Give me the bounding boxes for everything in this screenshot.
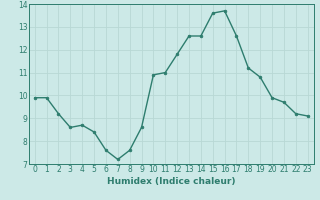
X-axis label: Humidex (Indice chaleur): Humidex (Indice chaleur) xyxy=(107,177,236,186)
